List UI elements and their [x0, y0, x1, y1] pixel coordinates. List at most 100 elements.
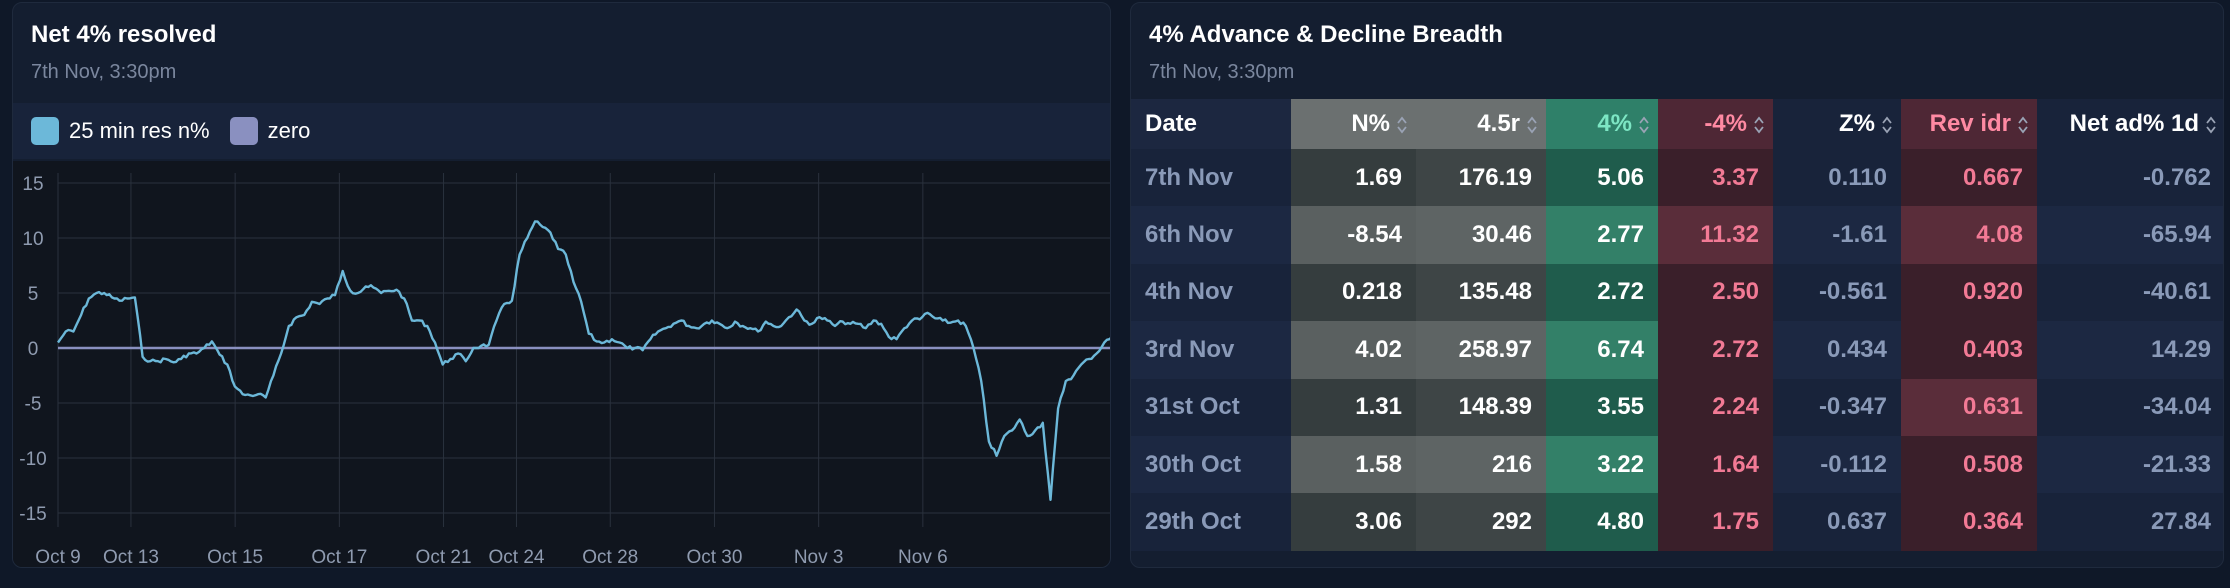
table-cell: 0.434 [1773, 321, 1901, 379]
net-resolved-panel: Net 4% resolved 7th Nov, 3:30pm 25 min r… [12, 2, 1111, 568]
column-header-z[interactable]: Z% [1773, 99, 1901, 149]
chart-legend: 25 min res n% zero [13, 103, 1110, 159]
x-tick-label: Oct 9 [35, 547, 80, 568]
table-cell: -0.561 [1773, 263, 1901, 322]
x-tick-label: Oct 15 [207, 547, 263, 568]
table-cell: 27.84 [2037, 493, 2223, 551]
table-row[interactable]: 30th Oct 1.58 216 3.22 1.64 -0.112 0.508 -21.33 [1131, 435, 2223, 494]
y-tick-label: -15 [19, 504, 46, 525]
table-cell: 2.50 [1658, 263, 1773, 322]
table-cell: 0.508 [1901, 435, 2037, 494]
table-cell: 2.77 [1546, 206, 1658, 264]
table-cell: -8.54 [1291, 206, 1416, 264]
column-header-label: N% [1351, 110, 1390, 137]
row-date: 3rd Nov [1131, 321, 1291, 379]
x-tick-label: Oct 13 [103, 547, 159, 568]
table-row[interactable]: 3rd Nov 4.02 258.97 6.74 2.72 0.434 0.403 14.29 [1131, 321, 2223, 379]
table-cell: -1.61 [1773, 206, 1901, 264]
sort-icon [1882, 116, 1892, 134]
breadth-table-container[interactable]: Date N% 4.5r 4% -4% Z% Rev idr Net ad% 1… [1131, 99, 2223, 561]
table-cell: 216 [1416, 435, 1546, 494]
table-cell: 0.403 [1901, 321, 2037, 379]
y-axis-ticks: 15 10 5 0 -5 -10 -15 [19, 174, 46, 525]
zero-swatch [229, 117, 258, 145]
column-header-label: 4.5r [1477, 110, 1520, 137]
breadth-table: Date N% 4.5r 4% -4% Z% Rev idr Net ad% 1… [1131, 99, 2223, 551]
table-cell: 11.32 [1658, 206, 1773, 264]
column-header-label: 4% [1597, 110, 1632, 137]
row-date: 7th Nov [1131, 149, 1291, 207]
row-date: 31st Oct [1131, 378, 1291, 436]
table-cell: 1.31 [1291, 378, 1416, 436]
column-header-net-ad[interactable]: Net ad% 1d [2037, 99, 2223, 149]
x-tick-label: Oct 21 [416, 547, 472, 568]
column-header-n[interactable]: N% [1291, 99, 1416, 149]
table-cell: 1.75 [1658, 493, 1773, 551]
y-tick-label: -5 [25, 394, 42, 415]
table-cell: 4.80 [1546, 493, 1658, 551]
table-cell: 148.39 [1416, 378, 1546, 436]
chart-title: Net 4% resolved [31, 21, 217, 48]
x-axis-ticks: Oct 9 Oct 13 Oct 15 Oct 17 Oct 21 Oct 24 Oct 2… [35, 547, 947, 568]
x-tick-label: Oct 24 [488, 547, 544, 568]
column-header-neg4pct[interactable]: -4% [1658, 99, 1773, 149]
table-cell: 6.74 [1546, 321, 1658, 379]
y-tick-label: 10 [22, 229, 43, 250]
table-row[interactable]: 4th Nov 0.218 135.48 2.72 2.50 -0.561 0.920 -40… [1131, 263, 2223, 322]
sort-icon [1397, 116, 1407, 134]
table-cell: 0.637 [1773, 493, 1901, 551]
table-cell: 14.29 [2037, 321, 2223, 379]
y-tick-label: -10 [19, 449, 46, 470]
row-date: 6th Nov [1131, 206, 1291, 264]
table-cell: 3.22 [1546, 435, 1658, 494]
column-header-date[interactable]: Date [1131, 99, 1291, 149]
table-cell: 0.110 [1773, 149, 1901, 207]
table-cell: 2.24 [1658, 378, 1773, 436]
chart-lines [57, 220, 1110, 501]
table-cell: -34.04 [2037, 378, 2223, 436]
table-row[interactable]: 29th Oct 3.06 292 4.80 1.75 0.637 0.364 27.84 [1131, 493, 2223, 551]
x-tick-label: Oct 30 [686, 547, 742, 568]
chart-area[interactable]: 15 10 5 0 -5 -10 -15 Oct 9 Oct 13 Oct 15 Oct 17 Oc… [13, 161, 1111, 568]
table-cell: 2.72 [1546, 263, 1658, 322]
table-cell: 3.55 [1546, 378, 1658, 436]
column-header-45r[interactable]: 4.5r [1416, 99, 1546, 149]
table-cell: 0.920 [1901, 263, 2037, 322]
sort-icon [1527, 116, 1537, 134]
legend-zero-label: zero [267, 118, 311, 143]
table-cell: -40.61 [2037, 263, 2223, 322]
legend-item-series[interactable]: 25 min res n% [31, 117, 210, 145]
row-date: 30th Oct [1131, 435, 1291, 494]
legend-item-zero[interactable]: zero [229, 117, 311, 145]
legend-series-label: 25 min res n% [69, 118, 210, 143]
table-cell: -0.347 [1773, 378, 1901, 436]
chart-subtitle: 7th Nov, 3:30pm [31, 61, 177, 83]
table-cell: 30.46 [1416, 206, 1546, 264]
table-cell: 0.667 [1901, 149, 2037, 207]
table-cell: 0.631 [1901, 378, 2037, 436]
y-tick-label: 0 [28, 339, 39, 360]
sort-icon [2018, 116, 2028, 134]
table-body: 7th Nov 1.69 176.19 5.06 3.37 0.110 0.667 -0.76… [1131, 149, 2223, 551]
table-cell: 2.72 [1658, 321, 1773, 379]
column-header-rev-idr[interactable]: Rev idr [1901, 99, 2037, 149]
column-header-4pct[interactable]: 4% [1546, 99, 1658, 149]
table-cell: -21.33 [2037, 435, 2223, 494]
table-row[interactable]: 7th Nov 1.69 176.19 5.06 3.37 0.110 0.667 -0.76… [1131, 149, 2223, 207]
table-cell: 1.58 [1291, 435, 1416, 494]
series-swatch [31, 117, 59, 145]
x-tick-label: Nov 3 [794, 547, 844, 568]
table-cell: 258.97 [1416, 321, 1546, 379]
column-header-label: Date [1145, 110, 1198, 137]
y-tick-label: 5 [28, 284, 39, 305]
table-header-row: Date N% 4.5r 4% -4% Z% Rev idr Net ad% 1… [1131, 99, 2223, 149]
table-cell: -0.762 [2037, 149, 2223, 207]
table-row[interactable]: 31st Oct 1.31 148.39 3.55 2.24 -0.347 0.631 -34… [1131, 378, 2223, 436]
row-date: 29th Oct [1131, 493, 1291, 551]
table-cell: 1.64 [1658, 435, 1773, 494]
table-cell: 0.364 [1901, 493, 2037, 551]
table-cell: 3.37 [1658, 149, 1773, 207]
table-row[interactable]: 6th Nov -8.54 30.46 2.77 11.32 -1.61 4.08 -65.9… [1131, 206, 2223, 264]
table-cell: 5.06 [1546, 149, 1658, 207]
